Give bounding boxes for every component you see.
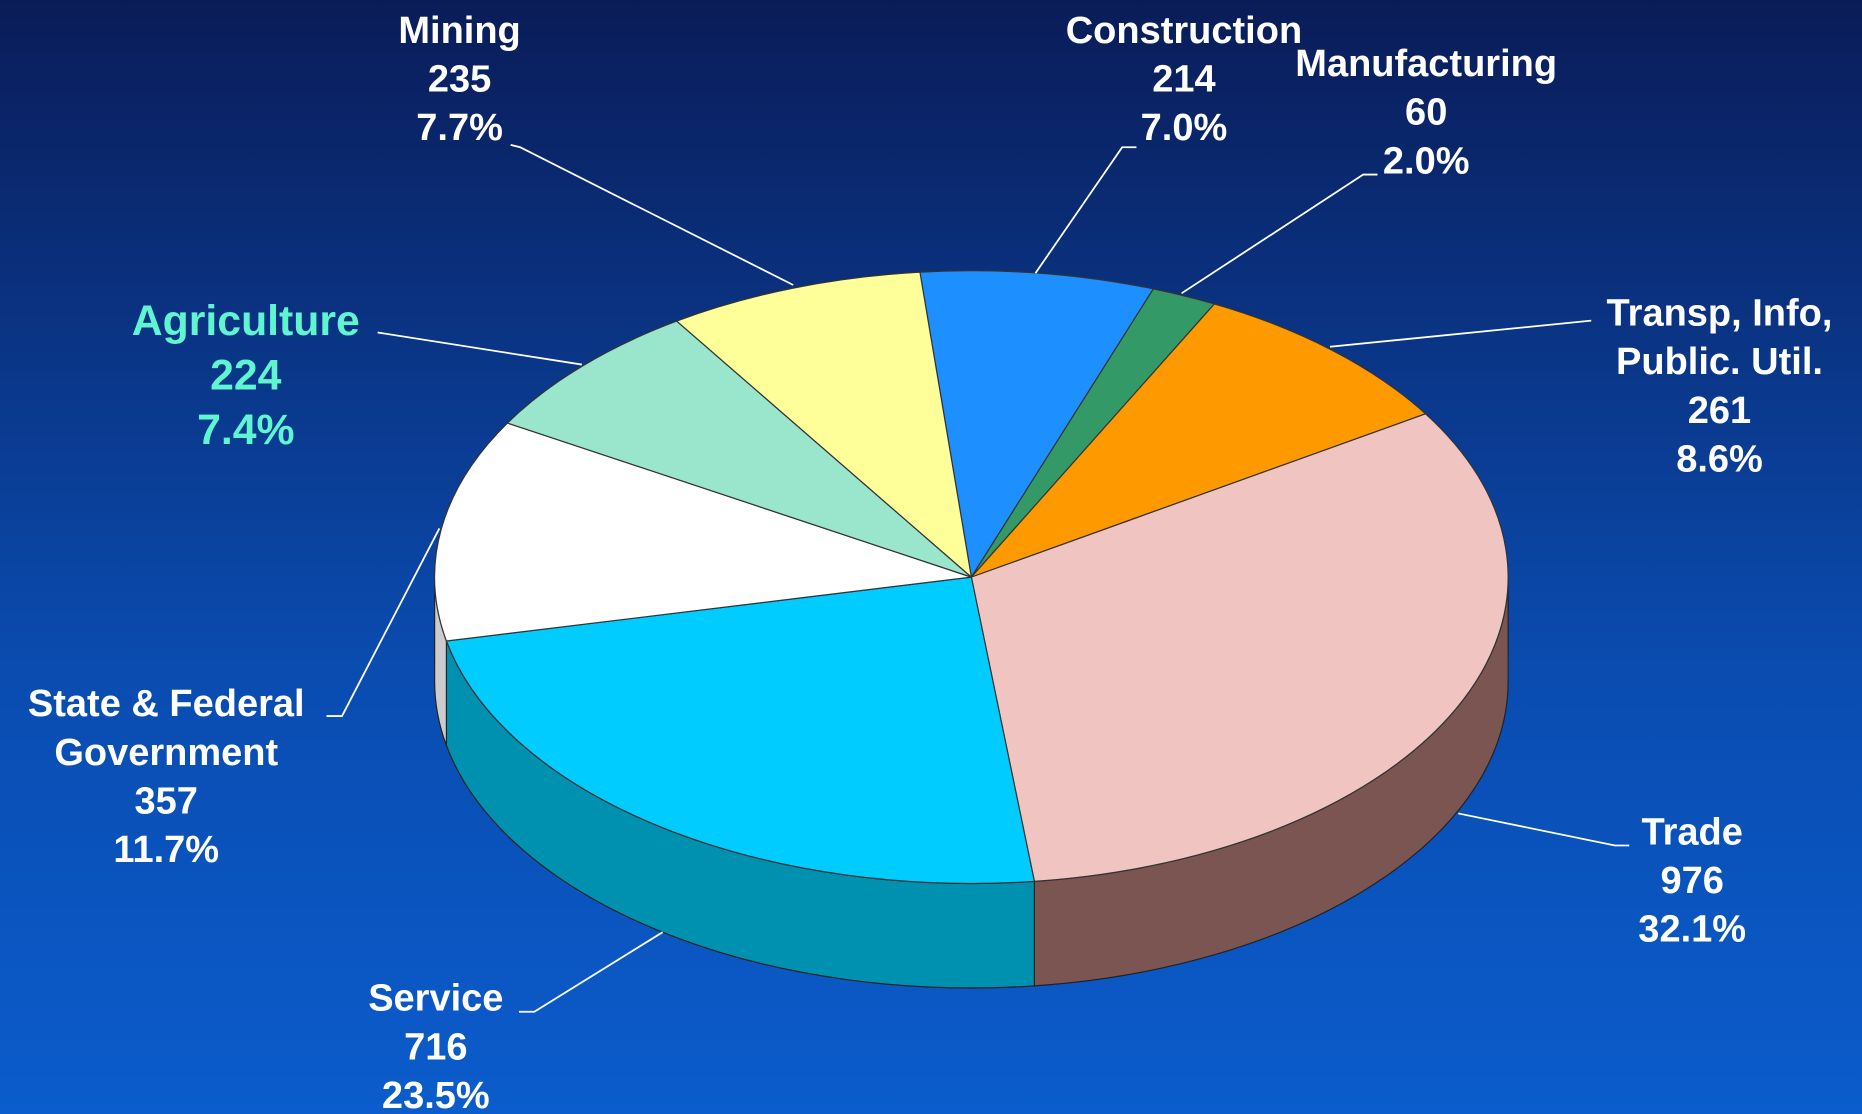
slice [445, 576, 1036, 885]
slice-label: Construction 214 7.0% [1030, 6, 1339, 152]
slice [970, 303, 1427, 578]
slice [970, 413, 1509, 883]
slice [506, 320, 972, 578]
value-label: 976 [1660, 858, 1724, 902]
category-label: Agriculture [131, 295, 360, 345]
slice [675, 271, 973, 579]
share-label: 2.0% [1382, 138, 1470, 182]
share-label: 7.0% [1140, 105, 1228, 149]
category-label: Transp, Info, Public. Util. [1606, 290, 1833, 383]
value-label: 716 [404, 1024, 468, 1068]
slice-label: Trade 976 32.1% [1573, 808, 1811, 954]
category-label: Trade [1641, 809, 1743, 853]
share-label: 11.7% [113, 827, 220, 871]
share-label: 7.4% [197, 404, 295, 454]
category-label: Construction [1065, 8, 1303, 52]
slice-label: State & Federal Government 357 11.7% [0, 679, 333, 874]
leader-line [1329, 319, 1592, 348]
slice [434, 422, 972, 642]
slice-label: Mining 235 7.7% [341, 6, 579, 152]
value-label: 357 [134, 779, 198, 822]
value-label: 224 [210, 350, 282, 399]
category-label: Service [368, 976, 504, 1019]
slice-label: Service 716 23.5% [317, 974, 555, 1114]
share-label: 8.6% [1676, 437, 1763, 480]
value-label: 261 [1687, 388, 1752, 432]
category-label: Mining [398, 8, 521, 52]
slice-label: Agriculture 224 7.4% [91, 293, 400, 457]
share-label: 7.7% [416, 105, 503, 149]
value-label: 235 [427, 57, 492, 100]
leader-line [1458, 812, 1630, 847]
share-label: 32.1% [1638, 907, 1747, 950]
value-label: 214 [1152, 57, 1216, 100]
slice-label: Manufacturing 60 2.0% [1260, 39, 1593, 185]
share-label: 23.5% [381, 1073, 490, 1114]
slice-label: Transp, Info, Public. Util. 261 8.6% [1583, 289, 1856, 484]
leader-line [518, 931, 664, 1013]
slice [919, 270, 1155, 579]
leader-line [377, 331, 583, 366]
value-label: 60 [1405, 90, 1448, 133]
category-label: State & Federal Government [27, 681, 305, 774]
leader-line [510, 144, 794, 286]
category-label: Manufacturing [1295, 41, 1558, 85]
leader-line [326, 528, 441, 717]
leader-line [1034, 146, 1137, 274]
leader-line [1181, 173, 1378, 295]
